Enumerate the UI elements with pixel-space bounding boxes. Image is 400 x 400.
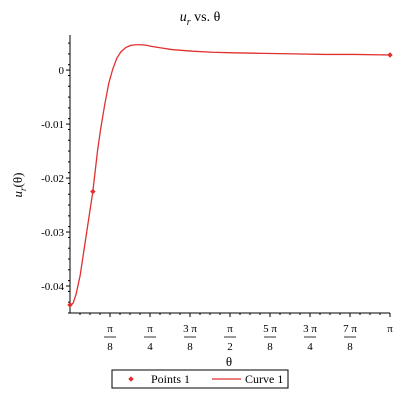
y-ticks: 0 -0.01 -0.02 -0.03 -0.04	[41, 42, 70, 314]
y-tick-label: -0.03	[41, 227, 64, 239]
y-axis-label-sub: r	[18, 187, 28, 191]
x-tick-label-numerator: π	[147, 323, 153, 335]
y-tick-label: 0	[59, 65, 65, 77]
legend-box	[111, 369, 289, 389]
x-tick-label-denominator: 2	[227, 341, 233, 353]
chart-title: ur vs. θ	[180, 10, 221, 28]
x-tick-label-numerator: 5 π	[263, 323, 277, 335]
x-tick-label-numerator: 3 π	[183, 323, 197, 335]
series-point-marker	[387, 52, 393, 58]
legend-marker-points	[128, 376, 134, 382]
x-tick-label-denominator: 4	[147, 341, 153, 353]
x-tick-label-denominator: 4	[307, 341, 313, 353]
legend: Points 1 Curve 1	[111, 369, 289, 389]
x-tick-label-denominator: 8	[347, 341, 353, 353]
x-tick-label-numerator: π	[387, 323, 393, 335]
x-tick-label-numerator: 3 π	[303, 323, 317, 335]
legend-label-curve: Curve 1	[245, 372, 283, 386]
x-tick-label-numerator: π	[227, 323, 233, 335]
x-tick-label-numerator: 7 π	[343, 323, 357, 335]
y-tick-label: -0.01	[41, 119, 64, 131]
plot-area	[67, 44, 393, 308]
series-curve-line	[69, 44, 391, 306]
chart-title-sub: r	[187, 17, 191, 28]
y-axis-label-main: u	[10, 190, 25, 197]
x-tick-label-denominator: 8	[187, 341, 193, 353]
y-axis-label: ur(θ)	[10, 173, 28, 198]
x-tick-label-denominator: 8	[267, 341, 273, 353]
x-tick-label-numerator: π	[107, 323, 113, 335]
chart-title-rest: vs. θ	[191, 10, 221, 25]
chart-title-main: u	[180, 10, 187, 25]
y-tick-label: -0.04	[41, 281, 64, 293]
series-point-marker	[90, 188, 96, 195]
series-point-marker	[67, 302, 73, 308]
y-tick-label: -0.02	[41, 173, 64, 185]
legend-label-points: Points 1	[151, 372, 190, 386]
x-tick-label-denominator: 8	[107, 341, 113, 353]
y-axis-label-rest: (θ)	[10, 173, 25, 188]
x-ticks: π 8 π 4 3 π 8 π 2 5 π 8 3 π 4 7 π 8 π	[79, 313, 393, 353]
x-axis-label: θ	[226, 354, 232, 369]
